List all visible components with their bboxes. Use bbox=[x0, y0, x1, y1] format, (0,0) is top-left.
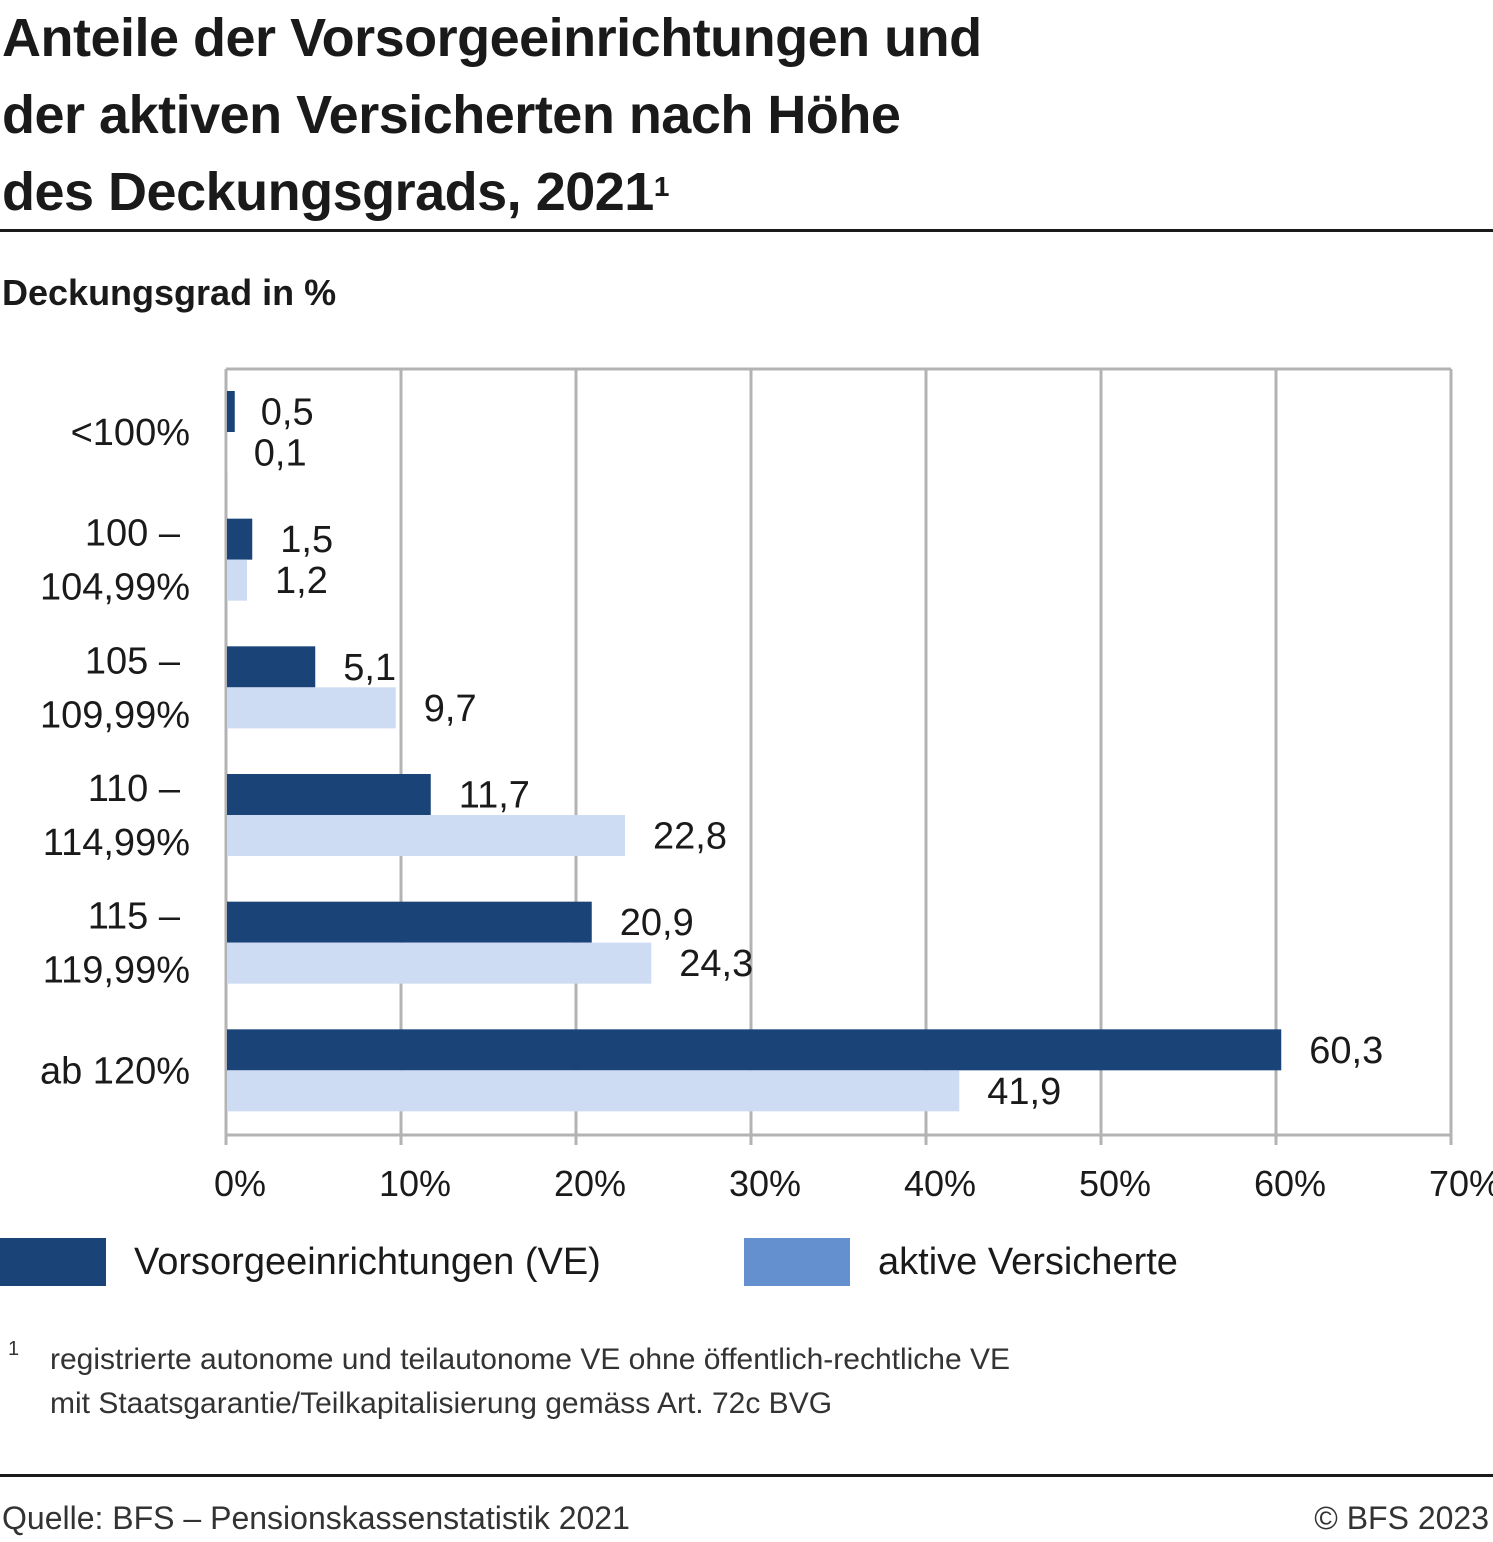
x-tick-label: 20% bbox=[554, 1163, 626, 1204]
copyright: © BFS 2023 bbox=[1314, 1500, 1489, 1536]
x-tick-label: 0% bbox=[214, 1163, 266, 1204]
data-label: 5,1 bbox=[343, 647, 396, 689]
data-label: 0,5 bbox=[261, 392, 314, 434]
bar bbox=[227, 774, 431, 815]
legend-item-versicherte: aktive Versicherte bbox=[744, 1238, 1178, 1286]
x-tick-label: 60% bbox=[1254, 1163, 1326, 1204]
divider bbox=[0, 229, 1493, 232]
title-line: des Deckungsgrads, 2021 bbox=[2, 162, 654, 222]
y-category-label: 109,99% bbox=[40, 694, 190, 736]
y-category-label: 119,99% bbox=[43, 950, 190, 992]
y-category-label: <100% bbox=[71, 412, 190, 454]
legend-swatch bbox=[744, 1238, 850, 1286]
y-category-label: 115 – bbox=[88, 896, 181, 938]
legend-item-ve: Vorsorgeeinrichtungen (VE) bbox=[0, 1238, 601, 1286]
bar bbox=[227, 815, 625, 856]
bar bbox=[227, 646, 316, 688]
footnote: registrierte autonome und teilautonome V… bbox=[50, 1338, 1010, 1426]
bar bbox=[227, 432, 228, 473]
y-category-label: 110 – bbox=[88, 768, 181, 810]
footnote-line: registrierte autonome und teilautonome V… bbox=[50, 1343, 1011, 1376]
data-label: 41,9 bbox=[987, 1071, 1061, 1113]
bar-chart: 0% 10% 20% 30% 40% 50% 60% 70% <100% 0,50,1 100 – 1… bbox=[40, 367, 1493, 1204]
title-line: der aktiven Versicherten nach Höhe bbox=[2, 85, 901, 145]
y-category-label: 104,99% bbox=[40, 567, 190, 609]
bar bbox=[227, 942, 652, 984]
y-category-label: ab 120% bbox=[40, 1050, 190, 1092]
source: Quelle: BFS – Pensionskassenstatistik 20… bbox=[2, 1500, 630, 1536]
data-label: 24,3 bbox=[679, 943, 753, 985]
x-tick-label: 30% bbox=[729, 1163, 801, 1204]
legend-swatch bbox=[0, 1238, 106, 1286]
footnote-mark: 1 bbox=[8, 1338, 20, 1360]
y-category-label: 114,99% bbox=[43, 822, 190, 864]
legend-label: Vorsorgeeinrichtungen (VE) bbox=[134, 1240, 601, 1283]
x-tick-label: 50% bbox=[1079, 1163, 1151, 1204]
title-line: Anteile der Vorsorgeeinrichtungen und bbox=[2, 8, 982, 68]
divider bbox=[0, 1474, 1493, 1477]
bar bbox=[227, 518, 253, 560]
data-label: 22,8 bbox=[653, 816, 727, 858]
bar bbox=[227, 901, 592, 943]
bar bbox=[227, 1029, 1282, 1071]
bar bbox=[227, 559, 247, 601]
x-tick-label: 40% bbox=[904, 1163, 976, 1204]
data-label: 9,7 bbox=[424, 688, 477, 730]
bar bbox=[227, 391, 235, 432]
chart-title: Anteile der Vorsorgeeinrichtungen und de… bbox=[2, 0, 982, 231]
data-label: 1,5 bbox=[280, 519, 333, 561]
x-tick-label: 10% bbox=[379, 1163, 451, 1204]
axis-title: Deckungsgrad in % bbox=[2, 272, 337, 313]
data-label: 0,1 bbox=[254, 433, 307, 475]
y-category-label: 100 – bbox=[85, 513, 181, 555]
legend-label: aktive Versicherte bbox=[878, 1240, 1178, 1283]
x-tick-label: 70% bbox=[1429, 1163, 1493, 1204]
data-label: 60,3 bbox=[1309, 1030, 1383, 1072]
footnote-line: mit Staatsgarantie/Teilkapitalisierung g… bbox=[50, 1387, 833, 1420]
data-label: 20,9 bbox=[620, 902, 694, 944]
bar bbox=[227, 1070, 960, 1112]
bar bbox=[227, 687, 396, 729]
footnote-mark: 1 bbox=[653, 171, 670, 202]
data-label: 1,2 bbox=[275, 560, 328, 602]
y-category-label: 105 – bbox=[85, 640, 181, 682]
data-label: 11,7 bbox=[459, 775, 530, 817]
